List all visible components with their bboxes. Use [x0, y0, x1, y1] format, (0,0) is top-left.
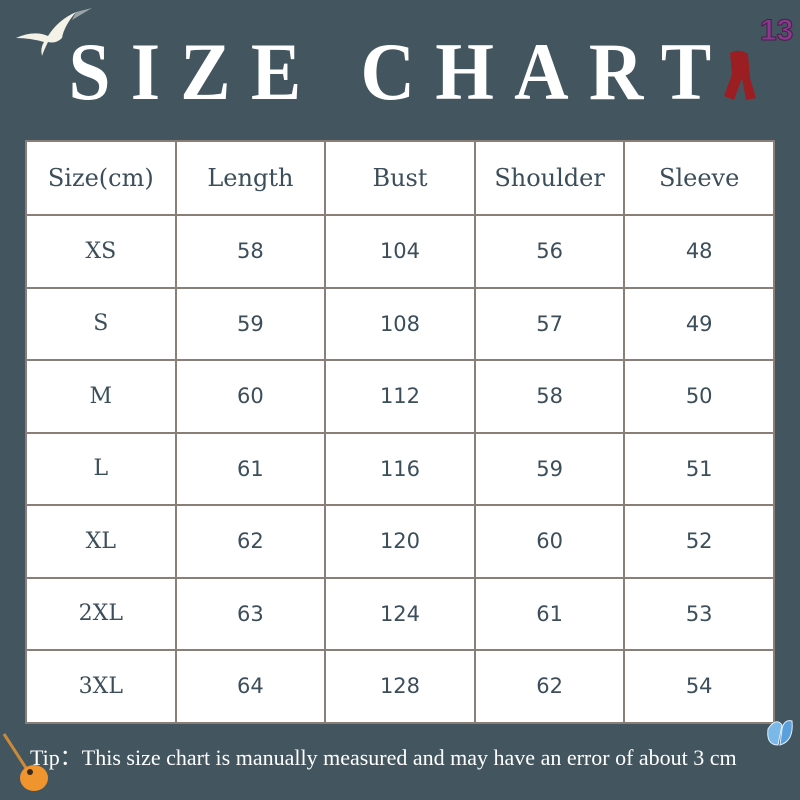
table-row: 3XL 64 128 62 54	[25, 649, 775, 724]
cell-sleeve: 52	[623, 504, 775, 579]
cell-bust: 108	[324, 286, 476, 361]
guitar-icon	[2, 733, 48, 791]
cell-sleeve: 50	[623, 359, 775, 434]
cell-bust: 116	[324, 431, 476, 506]
cell-shoulder: 59	[473, 431, 626, 506]
page-title: SIZE CHART	[68, 26, 732, 117]
tip-text: Tip：This size chart is manually measured…	[30, 745, 737, 770]
cell-bust: 124	[324, 576, 476, 651]
cell-length: 61	[174, 431, 327, 506]
header-shoulder: Shoulder	[473, 140, 626, 216]
cell-length: 59	[174, 286, 327, 361]
table-row: 2XL 63 124 61 53	[25, 576, 775, 651]
size-table: Size(cm) Length Bust Shoulder Sleeve XS 5…	[25, 140, 775, 724]
table-row: L 61 116 59 51	[25, 431, 775, 506]
cell-size: XS	[25, 214, 177, 289]
cell-length: 62	[174, 504, 327, 579]
cell-sleeve: 54	[623, 649, 775, 724]
table-row: M 60 112 58 50	[25, 359, 775, 434]
cell-size: M	[25, 359, 177, 434]
header-size: Size(cm)	[25, 140, 177, 216]
cell-sleeve: 49	[623, 286, 775, 361]
header-bust: Bust	[324, 140, 476, 216]
cell-size: L	[25, 431, 177, 506]
cell-sleeve: 53	[623, 576, 775, 651]
cell-size: XL	[25, 504, 177, 579]
cell-shoulder: 57	[473, 286, 626, 361]
cell-shoulder: 62	[473, 649, 626, 724]
cell-shoulder: 58	[473, 359, 626, 434]
scarf-icon	[724, 50, 756, 100]
cell-sleeve: 51	[623, 431, 775, 506]
cell-bust: 104	[324, 214, 476, 289]
cell-sleeve: 48	[623, 214, 775, 289]
cell-bust: 120	[324, 504, 476, 579]
header-sleeve: Sleeve	[623, 140, 775, 216]
table-header-row: Size(cm) Length Bust Shoulder Sleeve	[25, 140, 775, 216]
table-row: S 59 108 57 49	[25, 286, 775, 361]
badge-13: 13	[759, 14, 794, 48]
seagull-icon	[16, 8, 92, 56]
cell-size: S	[25, 286, 177, 361]
cell-size: 2XL	[25, 576, 177, 651]
cell-bust: 128	[324, 649, 476, 724]
butterfly-icon	[767, 720, 793, 746]
cell-bust: 112	[324, 359, 476, 434]
cell-size: 3XL	[25, 649, 177, 724]
cell-shoulder: 56	[473, 214, 626, 289]
cell-length: 58	[174, 214, 327, 289]
table-row: XL 62 120 60 52	[25, 504, 775, 579]
cell-length: 64	[174, 649, 327, 724]
cell-length: 63	[174, 576, 327, 651]
table-row: XS 58 104 56 48	[25, 214, 775, 289]
cell-shoulder: 61	[473, 576, 626, 651]
cell-length: 60	[174, 359, 327, 434]
header-length: Length	[174, 140, 327, 216]
cell-shoulder: 60	[473, 504, 626, 579]
